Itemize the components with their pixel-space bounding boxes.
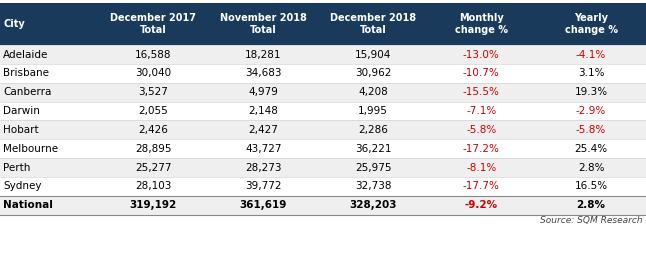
Text: Total: Total — [140, 25, 167, 35]
Text: Darwin: Darwin — [3, 106, 40, 116]
Text: -17.7%: -17.7% — [463, 181, 500, 191]
Text: December 2017: December 2017 — [110, 13, 196, 23]
Text: change %: change % — [455, 25, 508, 35]
Text: 3.1%: 3.1% — [578, 68, 605, 78]
Text: 2,055: 2,055 — [138, 106, 169, 116]
Text: 25,975: 25,975 — [355, 163, 391, 173]
Bar — [0, 177, 646, 196]
Bar — [0, 64, 646, 83]
Text: 16.5%: 16.5% — [574, 181, 608, 191]
Text: 328,203: 328,203 — [349, 200, 397, 210]
Text: National: National — [3, 200, 53, 210]
Text: Adelaide: Adelaide — [3, 50, 48, 60]
Text: 4,979: 4,979 — [248, 87, 278, 97]
Text: 25.4%: 25.4% — [574, 144, 608, 154]
Text: Total: Total — [360, 25, 386, 35]
Text: 39,772: 39,772 — [245, 181, 282, 191]
Text: Sydney: Sydney — [3, 181, 42, 191]
Text: Melbourne: Melbourne — [3, 144, 58, 154]
Text: Source: SQM Research: Source: SQM Research — [540, 216, 643, 225]
Text: 18,281: 18,281 — [245, 50, 282, 60]
Text: 30,962: 30,962 — [355, 68, 391, 78]
Text: -5.8%: -5.8% — [466, 125, 496, 135]
Bar — [0, 83, 646, 102]
Text: City: City — [3, 19, 25, 29]
Text: change %: change % — [565, 25, 618, 35]
Text: 36,221: 36,221 — [355, 144, 391, 154]
Bar — [0, 102, 646, 120]
Text: 28,895: 28,895 — [135, 144, 172, 154]
Text: 43,727: 43,727 — [245, 144, 282, 154]
Text: Yearly: Yearly — [574, 13, 608, 23]
Text: 28,103: 28,103 — [135, 181, 172, 191]
Text: -13.0%: -13.0% — [463, 50, 499, 60]
Text: 319,192: 319,192 — [130, 200, 177, 210]
Text: 34,683: 34,683 — [245, 68, 282, 78]
Text: December 2018: December 2018 — [330, 13, 416, 23]
Text: 2,148: 2,148 — [248, 106, 278, 116]
Text: 32,738: 32,738 — [355, 181, 391, 191]
Text: 19.3%: 19.3% — [574, 87, 608, 97]
Text: -17.2%: -17.2% — [463, 144, 500, 154]
Bar — [0, 45, 646, 64]
Text: 4,208: 4,208 — [358, 87, 388, 97]
Text: November 2018: November 2018 — [220, 13, 307, 23]
Text: 3,527: 3,527 — [138, 87, 169, 97]
Text: 25,277: 25,277 — [135, 163, 172, 173]
Text: 2.8%: 2.8% — [578, 163, 605, 173]
Text: 361,619: 361,619 — [240, 200, 287, 210]
Text: -10.7%: -10.7% — [463, 68, 499, 78]
Text: 2,427: 2,427 — [248, 125, 278, 135]
Text: Perth: Perth — [3, 163, 30, 173]
Text: 30,040: 30,040 — [136, 68, 171, 78]
Bar — [0, 139, 646, 158]
Text: -4.1%: -4.1% — [576, 50, 606, 60]
Text: Canberra: Canberra — [3, 87, 52, 97]
Text: 1,995: 1,995 — [358, 106, 388, 116]
Text: 2,286: 2,286 — [358, 125, 388, 135]
Text: -8.1%: -8.1% — [466, 163, 496, 173]
Text: 15,904: 15,904 — [355, 50, 391, 60]
Text: -7.1%: -7.1% — [466, 106, 496, 116]
Text: 16,588: 16,588 — [135, 50, 172, 60]
Text: Hobart: Hobart — [3, 125, 39, 135]
Text: -9.2%: -9.2% — [464, 200, 498, 210]
Bar — [0, 158, 646, 177]
Text: Brisbane: Brisbane — [3, 68, 49, 78]
Text: -2.9%: -2.9% — [576, 106, 606, 116]
Text: Total: Total — [250, 25, 276, 35]
Text: 2.8%: 2.8% — [577, 200, 605, 210]
Bar — [0, 196, 646, 215]
Text: -5.8%: -5.8% — [576, 125, 606, 135]
Text: 2,426: 2,426 — [138, 125, 169, 135]
Text: -15.5%: -15.5% — [463, 87, 500, 97]
Bar — [0, 3, 646, 45]
Text: Monthly: Monthly — [459, 13, 504, 23]
Text: 28,273: 28,273 — [245, 163, 282, 173]
Bar — [0, 120, 646, 139]
